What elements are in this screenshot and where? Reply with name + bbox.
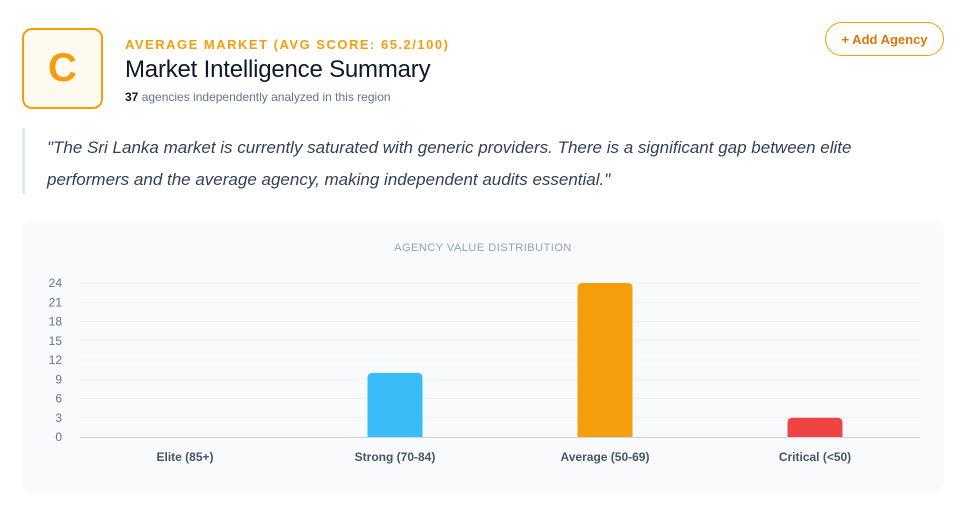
agency-count-subtitle: 37 agencies independently analyzed in th… (125, 90, 449, 104)
quote-text: "The Sri Lanka market is currently satur… (47, 138, 852, 189)
y-tick-label: 9 (55, 372, 62, 386)
x-category-label: Elite (85+) (156, 450, 213, 464)
bar-strong[interactable] (367, 372, 423, 437)
y-axis-ticks: 0 3 6 9 12 15 18 21 24 (49, 276, 63, 444)
y-tick-label: 0 (55, 430, 62, 444)
x-category-label: Critical (<50) (779, 450, 851, 464)
y-tick-label: 24 (49, 276, 63, 290)
y-tick-label: 6 (55, 392, 62, 406)
bars (367, 283, 843, 437)
y-tick-label: 15 (49, 334, 63, 348)
agency-count: 37 (125, 90, 139, 104)
y-tick-label: 12 (49, 353, 63, 367)
chart-title: AGENCY VALUE DISTRIBUTION (394, 242, 572, 254)
market-insight-quote: "The Sri Lanka market is currently satur… (22, 128, 922, 194)
header-text: AVERAGE MARKET (AVG SCORE: 65.2/100) Mar… (125, 37, 449, 104)
page-title: Market Intelligence Summary (125, 56, 431, 83)
value-distribution-chart: AGENCY VALUE DISTRIBUTION 0 3 6 9 12 15 18 21 24… (22, 221, 944, 492)
y-tick-label: 18 (49, 315, 63, 329)
x-category-label: Strong (70-84) (355, 450, 436, 464)
subtitle-text: agencies independently analyzed in this … (138, 90, 391, 104)
grade-letter: C (48, 46, 77, 90)
add-agency-button[interactable]: + Add Agency (825, 22, 944, 56)
x-category-label: Average (50-69) (561, 450, 650, 464)
grid-lines (80, 282, 920, 419)
bar-critical[interactable] (787, 417, 843, 437)
x-axis-labels: Elite (85+) Strong (70-84) Average (50-69)… (156, 450, 851, 464)
y-tick-label: 3 (55, 411, 62, 425)
grade-badge: C (22, 28, 103, 109)
market-rating-label: AVERAGE MARKET (AVG SCORE: 65.2/100) (125, 37, 450, 52)
y-tick-label: 21 (49, 295, 63, 309)
bar-chart: 0 3 6 9 12 15 18 21 24 Elite (85+) Strong (70-84)… (49, 276, 920, 464)
bar-average[interactable] (577, 283, 633, 437)
